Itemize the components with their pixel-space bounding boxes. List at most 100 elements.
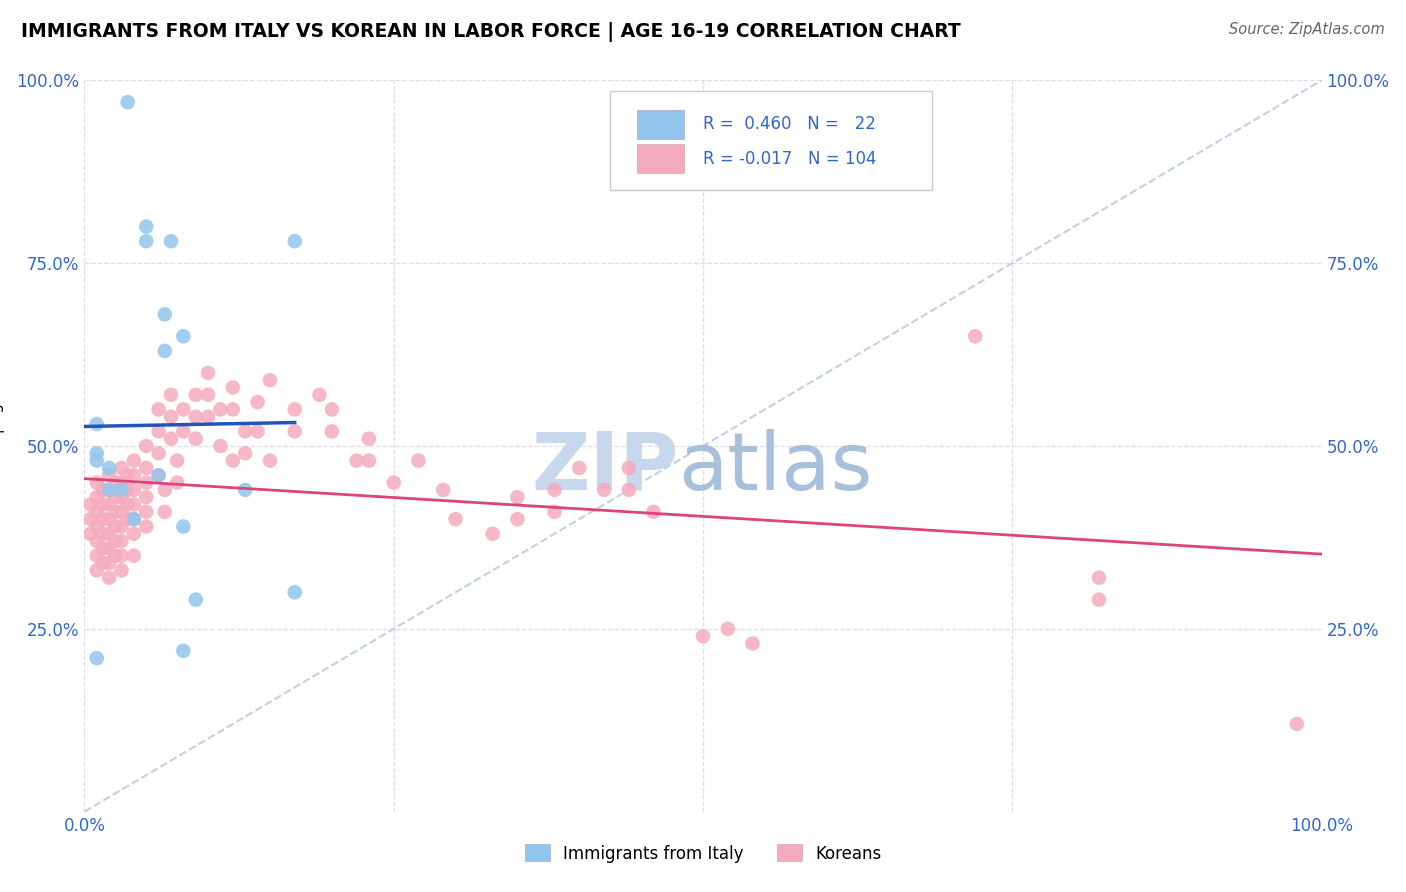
- Point: [172, 402, 194, 417]
- Point: [717, 622, 740, 636]
- Point: [233, 425, 256, 439]
- Point: [346, 453, 368, 467]
- Point: [172, 644, 194, 658]
- Point: [86, 453, 108, 467]
- Point: [209, 402, 232, 417]
- Point: [122, 526, 145, 541]
- Point: [86, 475, 108, 490]
- Point: [135, 219, 157, 234]
- Bar: [637, 144, 685, 173]
- Point: [86, 563, 108, 577]
- Point: [284, 234, 307, 248]
- Point: [104, 475, 127, 490]
- Point: [110, 563, 132, 577]
- Point: [506, 512, 529, 526]
- Point: [91, 541, 114, 556]
- Point: [98, 468, 121, 483]
- Point: [382, 475, 405, 490]
- Point: [357, 453, 380, 467]
- Point: [246, 395, 269, 409]
- Text: R =  0.460   N =   22: R = 0.460 N = 22: [703, 115, 876, 133]
- Point: [233, 483, 256, 497]
- Point: [86, 446, 108, 460]
- Point: [117, 468, 139, 483]
- Point: [135, 461, 157, 475]
- Text: R = -0.017   N = 104: R = -0.017 N = 104: [703, 150, 876, 168]
- Point: [692, 629, 714, 643]
- Point: [122, 498, 145, 512]
- Point: [110, 483, 132, 497]
- Point: [741, 636, 763, 650]
- Point: [197, 388, 219, 402]
- Point: [104, 505, 127, 519]
- Point: [160, 432, 183, 446]
- Point: [1088, 592, 1111, 607]
- Point: [284, 402, 307, 417]
- Point: [432, 483, 454, 497]
- Text: atlas: atlas: [678, 429, 873, 507]
- Point: [135, 234, 157, 248]
- Point: [110, 475, 132, 490]
- Point: [98, 556, 121, 570]
- Point: [160, 409, 183, 424]
- Point: [222, 380, 245, 394]
- Point: [98, 541, 121, 556]
- Point: [122, 512, 145, 526]
- Point: [321, 425, 343, 439]
- Point: [135, 519, 157, 533]
- Point: [965, 329, 987, 343]
- Point: [408, 453, 430, 467]
- Text: IMMIGRANTS FROM ITALY VS KOREAN IN LABOR FORCE | AGE 16-19 CORRELATION CHART: IMMIGRANTS FROM ITALY VS KOREAN IN LABOR…: [21, 22, 960, 42]
- Point: [259, 373, 281, 387]
- Point: [122, 468, 145, 483]
- FancyBboxPatch shape: [610, 91, 932, 190]
- Point: [568, 461, 591, 475]
- Point: [284, 585, 307, 599]
- Point: [160, 388, 183, 402]
- Point: [184, 592, 207, 607]
- Point: [86, 549, 108, 563]
- Point: [135, 490, 157, 504]
- Point: [104, 490, 127, 504]
- Point: [122, 453, 145, 467]
- Point: [117, 512, 139, 526]
- Point: [197, 366, 219, 380]
- Point: [222, 453, 245, 467]
- Point: [91, 526, 114, 541]
- Point: [148, 402, 170, 417]
- Point: [86, 505, 108, 519]
- Point: [86, 519, 108, 533]
- Point: [117, 483, 139, 497]
- Point: [122, 483, 145, 497]
- Point: [110, 549, 132, 563]
- Legend: Immigrants from Italy, Koreans: Immigrants from Italy, Koreans: [517, 838, 889, 869]
- Point: [184, 409, 207, 424]
- Point: [98, 483, 121, 497]
- Point: [122, 549, 145, 563]
- Point: [197, 409, 219, 424]
- Point: [357, 432, 380, 446]
- Point: [506, 490, 529, 504]
- Point: [246, 425, 269, 439]
- Point: [91, 483, 114, 497]
- Point: [91, 498, 114, 512]
- Point: [184, 432, 207, 446]
- Point: [98, 512, 121, 526]
- Point: [617, 483, 640, 497]
- Text: Source: ZipAtlas.com: Source: ZipAtlas.com: [1229, 22, 1385, 37]
- Point: [135, 505, 157, 519]
- Point: [209, 439, 232, 453]
- Point: [98, 461, 121, 475]
- Point: [86, 651, 108, 665]
- Point: [110, 505, 132, 519]
- Point: [79, 526, 101, 541]
- Point: [222, 402, 245, 417]
- Y-axis label: In Labor Force | Age 16-19: In Labor Force | Age 16-19: [0, 344, 6, 548]
- Point: [617, 461, 640, 475]
- Point: [104, 534, 127, 549]
- Point: [148, 468, 170, 483]
- Point: [98, 571, 121, 585]
- Point: [153, 343, 176, 358]
- Point: [308, 388, 330, 402]
- Point: [543, 483, 565, 497]
